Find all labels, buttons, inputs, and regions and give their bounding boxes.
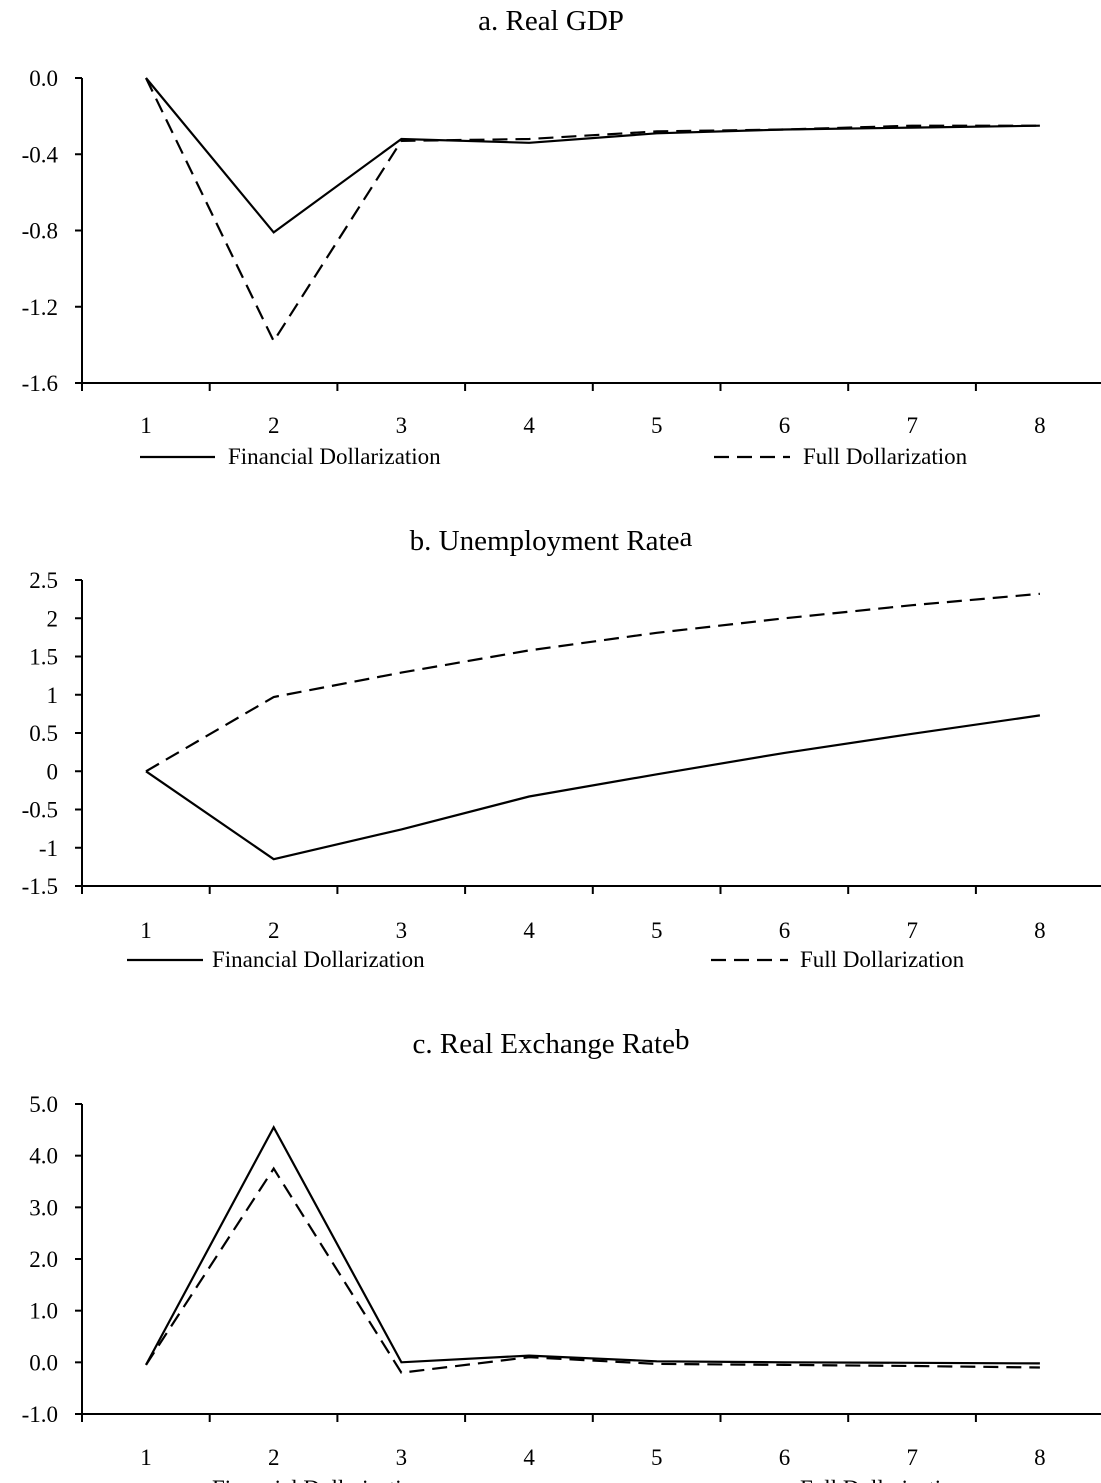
chart-panel-3: c. Real Exchange Rateb 5.0 4.0 3.0 2.0 1.0 0.0… (22, 1024, 1101, 1483)
series-line-financial-dollarization (145, 1124, 1040, 1366)
x-tick-label: 4 (523, 413, 535, 438)
x-tick-label: 4 (523, 1445, 535, 1470)
chart-panel-1: a. Real GDP 0.0 -0.4 -0.8 -1.2 -1.6 1 2 3 4 5 6 7 8 Fi… (22, 5, 1101, 469)
x-tick-label: 6 (779, 413, 791, 438)
legend-label-full-dollarization: Full Dollarization (800, 947, 965, 972)
y-tick-label: -0.5 (22, 798, 58, 823)
chart-panel-2: b. Unemployment Ratea 2.5 2 1.5 1 0.5 0 -0.5 -1 -… (22, 521, 1101, 972)
y-tick-label: -0.8 (22, 219, 58, 244)
y-tick-label: 1.0 (29, 1299, 58, 1324)
y-tick-label: 1 (47, 683, 59, 708)
x-tick-label: 5 (651, 1445, 663, 1470)
y-tick-label: 5.0 (29, 1092, 58, 1117)
y-tick-label: 1.5 (29, 645, 58, 670)
series-line-financial-dollarization (145, 714, 1041, 861)
legend-label-financial-dollarization: Financial Dollarization (212, 1476, 425, 1483)
x-tick-label: 2 (268, 413, 280, 438)
chart-title-text: c. Real Exchange Rate (413, 1028, 676, 1060)
y-tick-label: 2 (47, 606, 59, 631)
y-tick-label: 0.0 (29, 66, 58, 91)
x-tick-label: 2 (268, 918, 280, 943)
y-tick-label: 4.0 (29, 1144, 58, 1169)
x-tick-label: 7 (906, 413, 918, 438)
y-tick-label: 2.0 (29, 1247, 58, 1272)
y-tick-label: 0.5 (29, 721, 58, 746)
x-tick-label: 3 (396, 413, 408, 438)
legend-label-full-dollarization: Full Dollarization (803, 444, 968, 469)
series-line-full-dollarization (145, 77, 1040, 344)
x-tick-label: 1 (140, 413, 152, 438)
x-tick-label: 6 (779, 918, 791, 943)
y-tick-label: 3.0 (29, 1195, 58, 1220)
series-line-full-dollarization (145, 592, 1040, 773)
x-tick-label: 3 (396, 1445, 408, 1470)
chart-title: c. Real Exchange Rateb (413, 1024, 690, 1060)
y-tick-label: -1 (39, 836, 58, 861)
series-line-financial-dollarization (145, 77, 1040, 234)
y-tick-label: -1.0 (22, 1402, 58, 1427)
y-tick-label: 0.0 (29, 1350, 58, 1375)
x-tick-label: 5 (651, 413, 663, 438)
x-tick-label: 4 (523, 918, 535, 943)
x-tick-label: 1 (140, 1445, 152, 1470)
chart-title: b. Unemployment Ratea (410, 521, 693, 557)
legend-label-full-dollarization: Full Dollarization (800, 1476, 965, 1483)
x-tick-label: 6 (779, 1445, 791, 1470)
y-tick-label: -1.6 (22, 371, 58, 396)
y-tick-label: 0 (47, 759, 59, 784)
x-tick-label: 3 (396, 918, 408, 943)
chart-title-superscript: b (675, 1024, 690, 1056)
chart-title: a. Real GDP (478, 5, 624, 37)
y-tick-label: 2.5 (29, 568, 58, 593)
y-tick-label: -0.4 (22, 142, 59, 167)
legend-label-financial-dollarization: Financial Dollarization (212, 947, 425, 972)
legend-label-financial-dollarization: Financial Dollarization (228, 444, 441, 469)
y-tick-label: -1.5 (22, 874, 58, 899)
x-tick-label: 5 (651, 918, 663, 943)
y-tick-label: -1.2 (22, 295, 58, 320)
x-tick-label: 8 (1034, 1445, 1046, 1470)
x-tick-label: 8 (1034, 918, 1046, 943)
chart-title-text: b. Unemployment Rate (410, 525, 680, 557)
x-tick-label: 1 (140, 918, 152, 943)
x-tick-label: 7 (906, 1445, 918, 1470)
chart-title-text: a. Real GDP (478, 5, 624, 37)
x-tick-label: 8 (1034, 413, 1046, 438)
x-tick-label: 7 (906, 918, 918, 943)
chart-title-superscript: a (679, 521, 692, 553)
series-line-full-dollarization (145, 1166, 1040, 1374)
x-tick-label: 2 (268, 1445, 280, 1470)
